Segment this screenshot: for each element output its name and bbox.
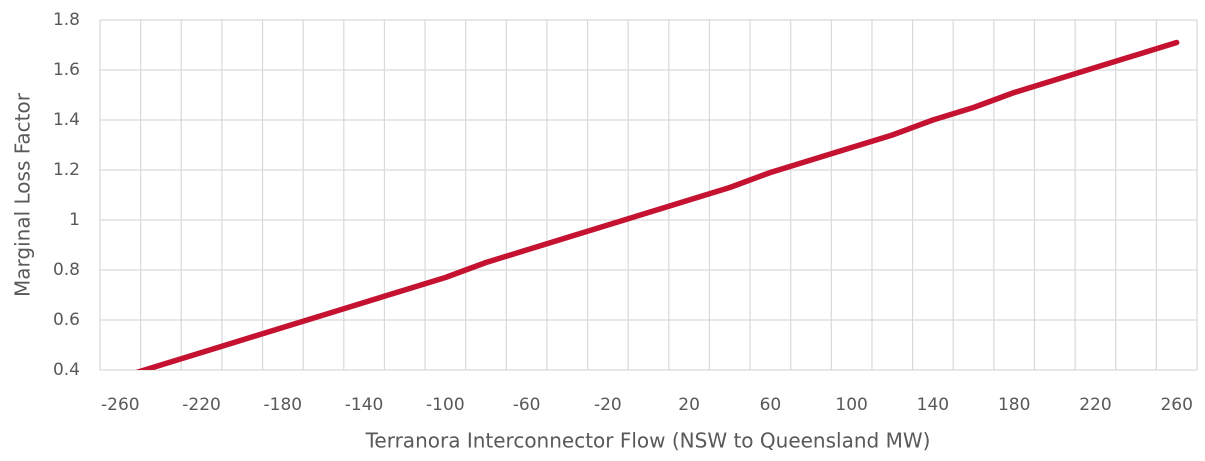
y-tick-label: 0.8	[53, 260, 80, 280]
x-tick-label: 20	[678, 395, 700, 415]
x-tick-label: 60	[760, 395, 782, 415]
x-tick-label: -140	[345, 395, 384, 415]
x-tick-label: -20	[594, 395, 622, 415]
x-tick-label: -100	[426, 395, 465, 415]
x-tick-label: -260	[101, 395, 140, 415]
x-tick-label: 140	[917, 395, 949, 415]
y-tick-label: 0.6	[53, 310, 80, 330]
y-tick-label: 1.2	[53, 160, 80, 180]
x-tick-label: 180	[998, 395, 1030, 415]
line-series	[135, 39, 1180, 370]
y-tick-label: 1.8	[53, 10, 80, 30]
x-axis-title: Terranora Interconnector Flow (NSW to Qu…	[365, 429, 931, 453]
x-tick-label: 100	[835, 395, 867, 415]
x-tick-label: -180	[264, 395, 303, 415]
y-tick-label: 0.4	[53, 360, 80, 380]
y-axis-title: Marginal Loss Factor	[11, 92, 35, 297]
y-tick-label: 1	[69, 210, 80, 230]
x-tick-label: -60	[513, 395, 541, 415]
y-tick-label: 1.4	[53, 110, 80, 130]
x-tick-label: -220	[182, 395, 221, 415]
x-tick-label: 220	[1079, 395, 1111, 415]
x-tick-label: 260	[1160, 395, 1192, 415]
y-tick-label: 1.6	[53, 60, 80, 80]
